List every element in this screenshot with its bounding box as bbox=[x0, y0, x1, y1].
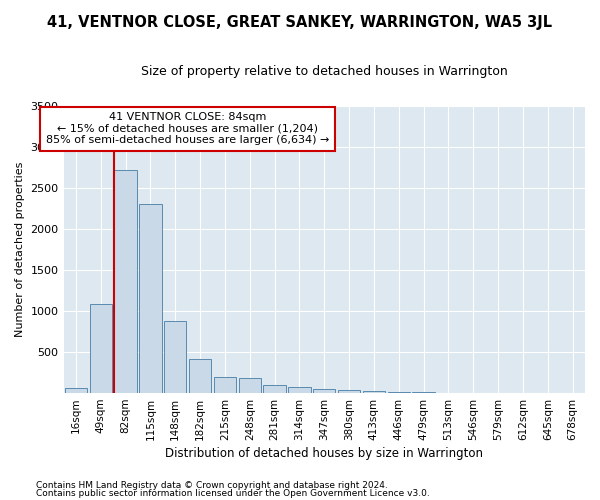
Bar bbox=[412, 392, 435, 393]
Bar bbox=[239, 378, 261, 393]
Bar bbox=[139, 204, 161, 393]
Bar bbox=[388, 392, 410, 393]
Bar bbox=[164, 321, 187, 393]
Bar bbox=[189, 358, 211, 393]
Bar bbox=[338, 390, 360, 393]
Bar bbox=[313, 389, 335, 393]
Bar bbox=[363, 392, 385, 393]
Bar bbox=[65, 388, 87, 393]
Text: 41 VENTNOR CLOSE: 84sqm
← 15% of detached houses are smaller (1,204)
85% of semi: 41 VENTNOR CLOSE: 84sqm ← 15% of detache… bbox=[46, 112, 329, 146]
Bar bbox=[214, 377, 236, 393]
Text: 41, VENTNOR CLOSE, GREAT SANKEY, WARRINGTON, WA5 3JL: 41, VENTNOR CLOSE, GREAT SANKEY, WARRING… bbox=[47, 15, 553, 30]
Bar bbox=[89, 304, 112, 393]
Bar bbox=[263, 385, 286, 393]
Bar bbox=[115, 170, 137, 393]
Bar bbox=[288, 387, 311, 393]
Title: Size of property relative to detached houses in Warrington: Size of property relative to detached ho… bbox=[141, 65, 508, 78]
Text: Contains HM Land Registry data © Crown copyright and database right 2024.: Contains HM Land Registry data © Crown c… bbox=[36, 481, 388, 490]
Y-axis label: Number of detached properties: Number of detached properties bbox=[15, 162, 25, 337]
Text: Contains public sector information licensed under the Open Government Licence v3: Contains public sector information licen… bbox=[36, 488, 430, 498]
X-axis label: Distribution of detached houses by size in Warrington: Distribution of detached houses by size … bbox=[165, 447, 483, 460]
